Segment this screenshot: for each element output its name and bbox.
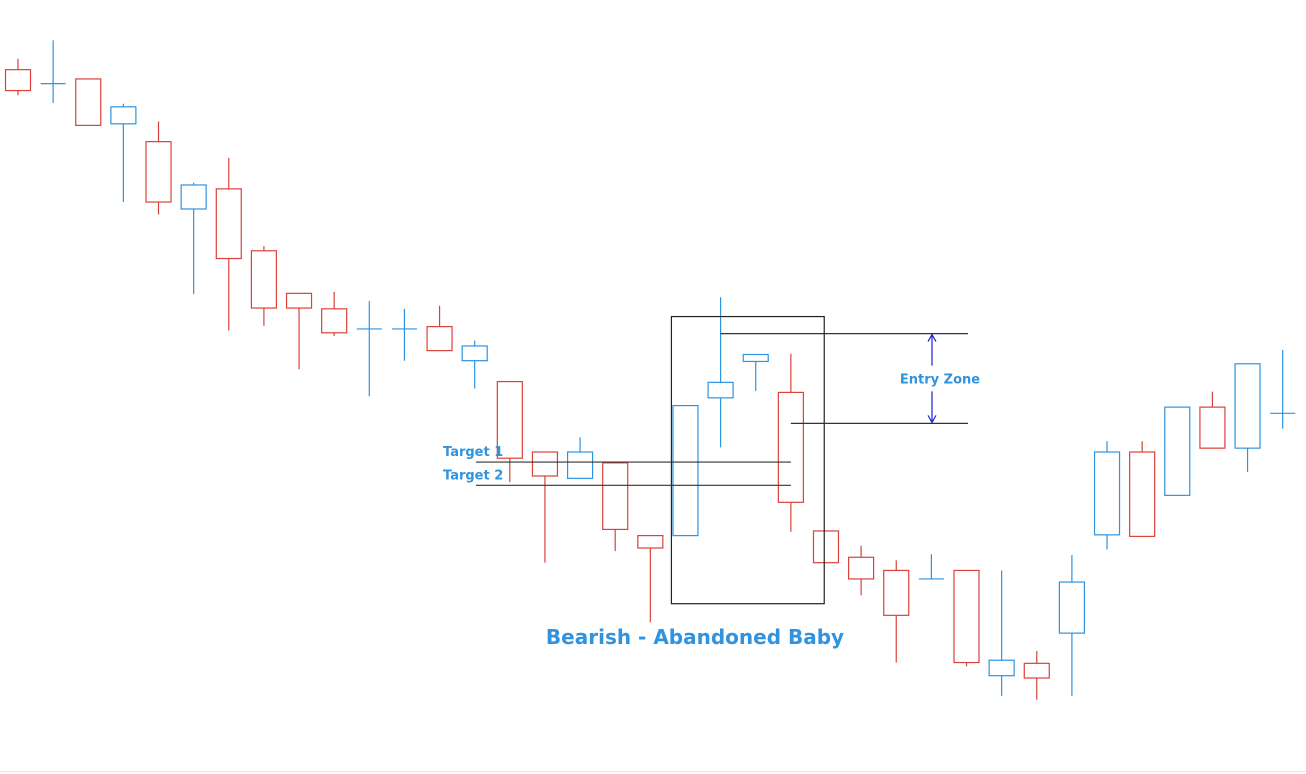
bottom-divider [0,771,1306,772]
candle-body [1129,451,1156,537]
candle-body [602,462,629,531]
candle-body [215,188,242,260]
candle-body [321,308,348,334]
candle-body [848,556,875,580]
candle-body [1234,363,1261,449]
candle [180,182,207,295]
candle [110,103,137,203]
candle-body [566,451,594,479]
candle-body [637,535,664,549]
candle-body [461,345,488,362]
candle [215,157,242,331]
candle [40,40,66,103]
candle-body [75,78,102,126]
candle [391,308,417,361]
candle-body [4,69,32,92]
candle-body [180,184,207,210]
candle [918,554,944,580]
candle [285,292,313,370]
candles-layer [4,40,1296,700]
entry-zone-label: Entry Zone [900,372,980,387]
candle [426,305,453,352]
candle-body [953,569,980,664]
candle-body [496,380,523,459]
candle [883,560,910,663]
candle-body [988,659,1015,677]
candle [75,78,102,126]
candle [812,530,840,564]
candle [1058,554,1086,696]
candle-body [250,250,278,309]
candle [602,462,629,552]
candle [1023,650,1050,700]
candle-body [1199,406,1226,449]
candle-body [672,404,699,537]
candle [1199,391,1226,449]
candle [1129,441,1156,537]
candle [566,437,594,479]
candle-body [531,451,559,477]
candle-body [426,326,453,352]
candle [461,340,488,389]
entry-arrow-down-head [927,415,937,424]
candle-body [707,381,734,399]
target-2-label: Target 2 [443,468,503,483]
candle [531,451,559,563]
candle [742,353,769,391]
candle-body [883,569,910,616]
entry-arrow-up-head [927,333,937,342]
candle [1093,441,1121,550]
candle-body [285,292,313,309]
candle [777,353,804,532]
candle-body [1058,581,1086,634]
candle-body [1093,451,1121,536]
candle [1234,363,1261,473]
candle-body [110,106,137,125]
candle [356,301,382,397]
candle-body [145,141,172,203]
candle [988,570,1015,696]
chart-title: Bearish - Abandoned Baby [546,625,844,649]
candle [250,246,278,326]
target-1-label: Target 1 [443,445,503,460]
candle-body [1023,662,1050,679]
candle [1270,349,1296,429]
candle-body [742,353,769,363]
candle [637,535,664,623]
candle-body [812,530,840,564]
candle-body [1164,406,1191,496]
candle [707,297,734,448]
annotation-layer [476,315,968,605]
candle [1164,406,1191,496]
candle-body [777,391,804,503]
candle [848,545,875,596]
candle [496,380,523,483]
candle [321,291,348,336]
candle [145,121,172,215]
candle [672,404,699,537]
candle [4,58,32,96]
pattern-box [670,315,825,605]
candle [953,569,980,667]
